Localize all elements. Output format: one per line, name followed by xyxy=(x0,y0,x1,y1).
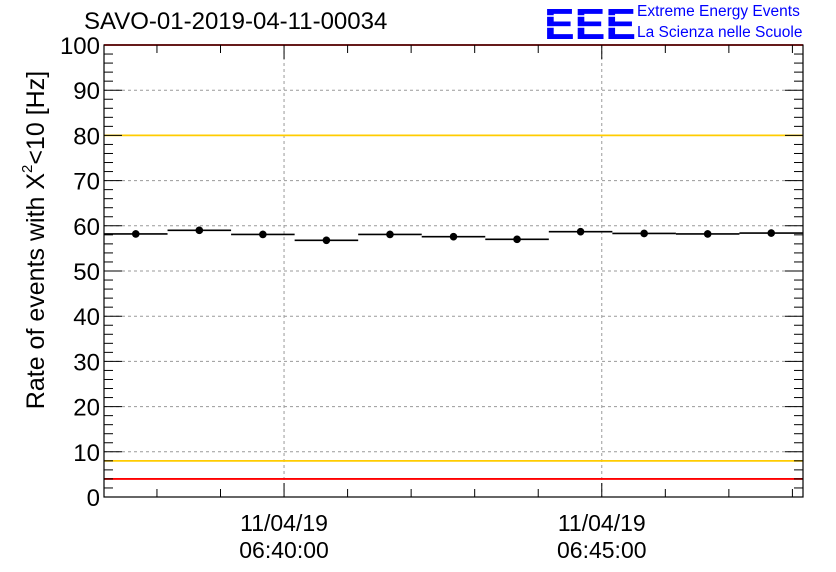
data-point xyxy=(576,227,585,236)
y-tick-label: 40 xyxy=(73,304,100,331)
data-point xyxy=(131,230,140,238)
x-tick-date: 11/04/19 xyxy=(557,510,646,536)
logo-line-2: La Scienza nelle Scuole xyxy=(637,24,803,41)
data-point xyxy=(767,229,776,237)
logo-line-1: Extreme Energy Events xyxy=(637,3,800,20)
y-tick-label: 60 xyxy=(73,214,100,241)
y-tick-label: 50 xyxy=(73,259,100,286)
y-tick-labels: 0 10 20 30 40 50 60 70 80 90 100 xyxy=(60,33,100,512)
data-point xyxy=(449,232,458,241)
logo-mark: EEE xyxy=(544,2,636,44)
x-tick-time: 06:40:00 xyxy=(239,537,329,563)
x-tick-label: 11/04/19 06:40:00 xyxy=(204,510,364,564)
grid-layer xyxy=(104,45,803,497)
plot-frame xyxy=(103,44,804,498)
data-point xyxy=(259,230,267,239)
y-tick-label: 30 xyxy=(73,349,100,376)
y-tick-label: 0 xyxy=(87,485,100,512)
data-point xyxy=(640,229,648,238)
data-point xyxy=(703,230,712,238)
data-point xyxy=(386,230,394,239)
data-point xyxy=(513,235,521,244)
y-tick-label: 20 xyxy=(73,395,100,422)
data-point xyxy=(322,236,331,245)
x-tick-label: 11/04/19 06:45:00 xyxy=(522,510,682,564)
chart-title: SAVO-01-2019-04-11-00034 xyxy=(84,8,388,35)
y-axis-label-sup: 2 xyxy=(19,164,36,173)
y-tick-label: 10 xyxy=(73,440,100,467)
reference-lines xyxy=(104,44,803,480)
y-tick-label: 90 xyxy=(73,78,100,105)
y-axis-label: Rate of events with X2<10 [Hz] xyxy=(19,71,51,409)
y-tick-label: 100 xyxy=(60,33,100,60)
y-tick-label: 80 xyxy=(73,123,100,150)
x-tick-date: 11/04/19 xyxy=(240,510,328,536)
data-point xyxy=(195,226,204,235)
eee-logo-icon: EEE xyxy=(544,2,636,44)
y-axis-label-suffix: <10 [Hz] xyxy=(22,70,50,165)
y-tick-label: 70 xyxy=(73,169,100,196)
y-axis-label-prefix: Rate of events with X xyxy=(22,172,50,410)
x-tick-time: 06:45:00 xyxy=(557,537,647,563)
data-series xyxy=(104,226,803,245)
